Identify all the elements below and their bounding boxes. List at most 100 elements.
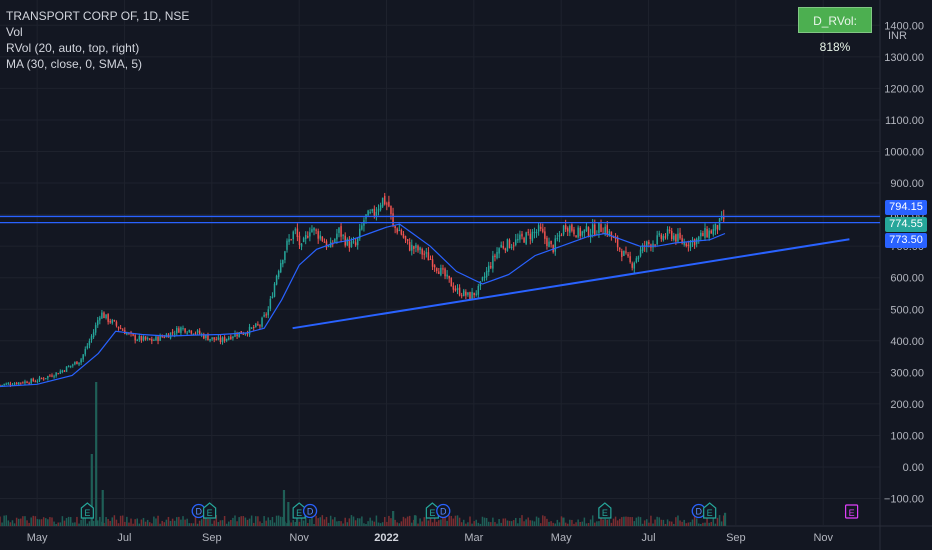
volume-bar (504, 518, 507, 526)
candle-body (173, 333, 176, 335)
candle-body (115, 321, 118, 326)
candle-body (396, 228, 398, 233)
volume-spike (90, 454, 93, 526)
candle-body (342, 235, 344, 237)
volume-bar (485, 518, 488, 526)
candle-body (604, 226, 606, 235)
chart-legend: TRANSPORT CORP OF, 1D, NSE Vol RVol (20,… (6, 8, 189, 72)
candle-body (554, 238, 557, 252)
earnings-marker-label: E (602, 508, 608, 518)
volume-bar (623, 516, 625, 526)
candle-body (465, 291, 467, 296)
candle-body (26, 381, 28, 384)
candle-body (550, 240, 552, 245)
price-tag-support: 773.50 (885, 233, 927, 248)
candle-body (338, 227, 340, 233)
dividend-marker-label: D (440, 507, 447, 517)
candle-body (668, 229, 671, 231)
candle-body (460, 295, 463, 297)
candle-body (608, 231, 611, 236)
candle-body (660, 234, 663, 239)
volume-bar (22, 516, 24, 526)
candle-body (34, 381, 37, 383)
candle-body (234, 333, 236, 337)
candle-body (352, 241, 355, 243)
candle-body (213, 337, 215, 340)
candle-body (710, 230, 712, 234)
volume-bar (581, 521, 584, 526)
candle-body (203, 334, 205, 339)
support-trendline[interactable] (292, 238, 850, 330)
candle-body (406, 239, 409, 242)
dividend-marker-label: D (696, 507, 703, 517)
volume-bar (639, 517, 642, 526)
earnings-marker-icon[interactable] (598, 502, 612, 519)
candle-body (722, 215, 725, 220)
candle-body (381, 197, 384, 207)
dividend-marker-icon[interactable] (436, 503, 451, 519)
volume-bar (367, 521, 369, 526)
candle-body (417, 245, 419, 251)
earnings-marker-icon[interactable] (703, 502, 717, 519)
volume-bar (427, 520, 430, 526)
future-earnings-marker-icon[interactable] (845, 504, 859, 519)
candle-body (74, 362, 76, 365)
volume-bar (614, 516, 617, 526)
volume-bar (250, 515, 253, 526)
y-tick-label: 0.00 (903, 462, 924, 474)
volume-bar (702, 522, 704, 526)
volume-bar (560, 516, 563, 526)
candle-body (38, 377, 41, 381)
rvol-badge: D_RVol: 818% (798, 7, 872, 54)
candle-body (581, 231, 584, 236)
volume-bar (173, 520, 176, 526)
volume-bar (465, 523, 467, 526)
earnings-marker-icon[interactable] (80, 502, 94, 519)
dividend-marker-label: D (307, 507, 314, 517)
volume-bar (718, 515, 721, 526)
dividend-marker-icon[interactable] (302, 503, 318, 519)
volume-bar (126, 516, 128, 526)
candle-body (654, 244, 656, 246)
candle-body (515, 239, 517, 245)
indicator-vol-label[interactable]: Vol (6, 25, 23, 39)
candle-body (714, 223, 717, 231)
candle-body (706, 229, 708, 238)
volume-bar (282, 517, 284, 526)
volume-bar (275, 515, 278, 526)
volume-bar (327, 522, 330, 526)
candle-body (292, 231, 294, 240)
candle-body (157, 336, 159, 342)
candle-body (693, 239, 696, 246)
candle-body (298, 235, 301, 246)
volume-bar (539, 523, 542, 526)
volume-bar (176, 517, 178, 526)
candle-body (321, 236, 324, 242)
volume-bar (361, 516, 363, 526)
volume-bar (587, 522, 590, 526)
candle-body (59, 371, 62, 374)
indicator-rvol-label[interactable]: RVol (20, auto, top, right) (6, 41, 140, 55)
volume-bar (325, 516, 328, 526)
volume-bar (458, 517, 461, 526)
volume-bar (662, 519, 665, 526)
volume-bar (338, 520, 340, 526)
candle-body (263, 314, 265, 317)
volume-bar (390, 518, 392, 526)
volume-spike (392, 511, 395, 526)
symbol-title[interactable]: TRANSPORT CORP OF, 1D, NSE (6, 9, 190, 23)
volume-bar (673, 523, 675, 526)
volume-bar (140, 519, 143, 526)
volume-bar (290, 522, 292, 526)
candle-body (494, 255, 496, 257)
candle-body (20, 382, 22, 384)
volume-bar (720, 521, 723, 526)
earnings-marker-icon[interactable] (203, 502, 217, 519)
volume-bar (363, 523, 365, 526)
candle-body (556, 238, 559, 240)
candle-body (153, 339, 155, 341)
indicator-ma-label[interactable]: MA (30, close, 0, SMA, 5) (6, 57, 143, 71)
volume-bar (523, 521, 525, 526)
candle-body (627, 254, 629, 257)
